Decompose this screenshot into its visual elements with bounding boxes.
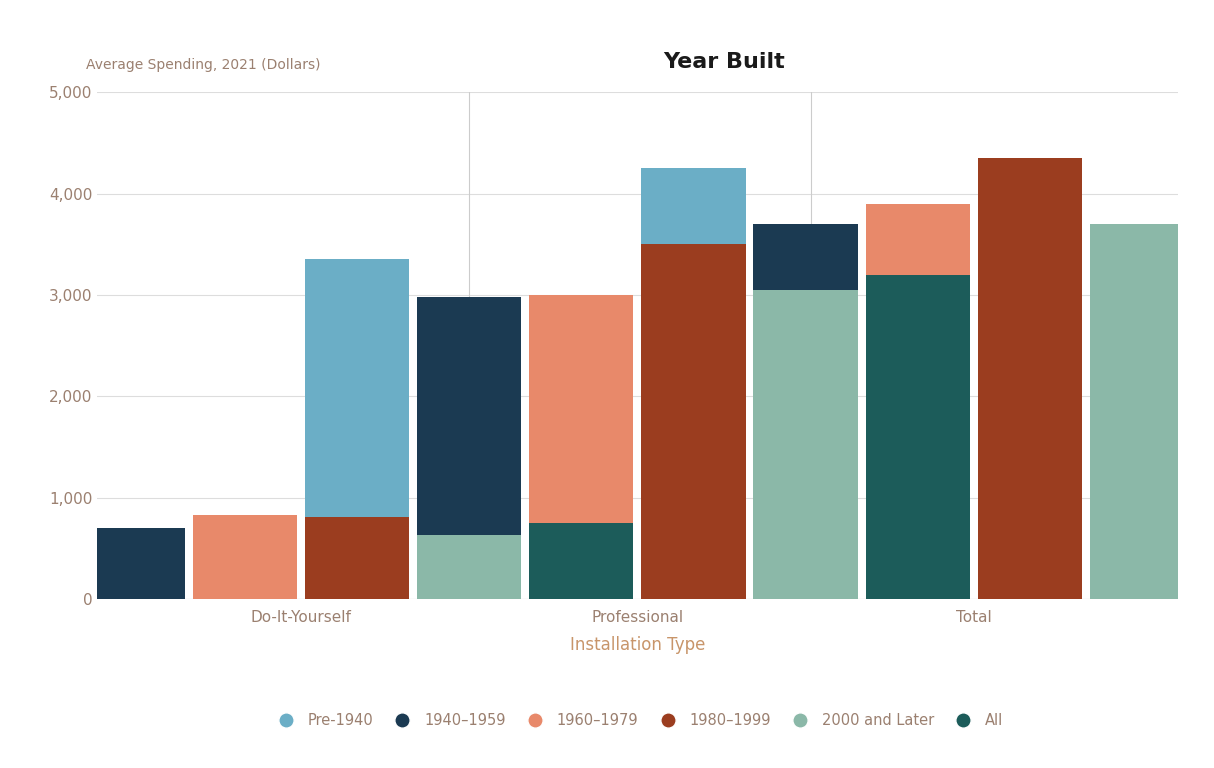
X-axis label: Installation Type: Installation Type (569, 636, 705, 654)
Bar (193, 515, 297, 599)
Bar (866, 204, 970, 599)
Bar (0, 511, 73, 599)
Bar (641, 244, 745, 599)
Bar (977, 158, 1082, 599)
Text: Average Spending, 2021 (Dollars): Average Spending, 2021 (Dollars) (86, 58, 320, 72)
Bar (80, 528, 185, 599)
Bar (418, 297, 521, 599)
Bar (305, 517, 409, 599)
Bar (866, 275, 970, 599)
Legend: Pre-1940, 1940–1959, 1960–1979, 1980–1999, 2000 and Later, All: Pre-1940, 1940–1959, 1960–1979, 1980–199… (265, 707, 1010, 733)
Bar (641, 168, 745, 599)
Bar (418, 535, 521, 599)
Bar (529, 523, 634, 599)
Bar (1202, 194, 1214, 599)
Text: Year Built: Year Built (663, 52, 784, 72)
Bar (305, 260, 409, 599)
Bar (1090, 224, 1195, 599)
Bar (529, 295, 634, 599)
Bar (754, 290, 857, 599)
Bar (754, 224, 857, 599)
